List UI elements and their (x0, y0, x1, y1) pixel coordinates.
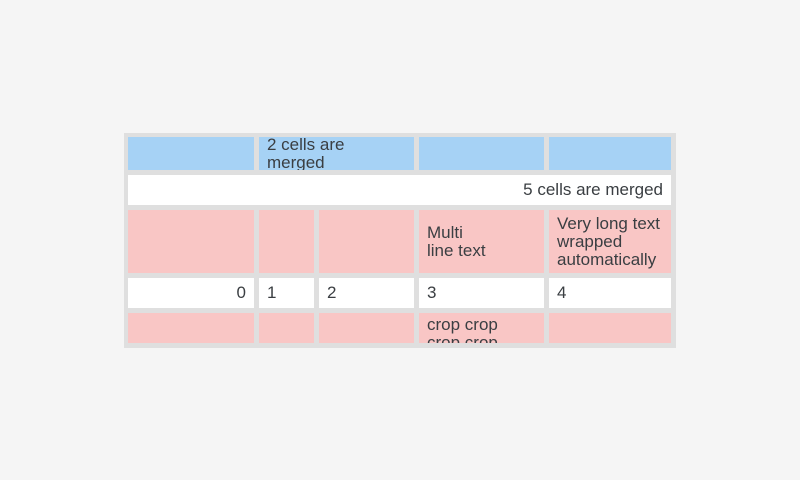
table-cell-r5c2[interactable] (259, 313, 314, 343)
table-cell-r1c1[interactable] (128, 137, 254, 170)
table-cell-r4c1[interactable]: 0 (128, 278, 254, 308)
table-cell-r1c5[interactable] (549, 137, 671, 170)
wrapped-label: Very long text wrapped automatically (557, 213, 661, 269)
table-cell-r3c2[interactable] (259, 210, 314, 273)
crop-label: crop crop crop crop (427, 315, 498, 344)
table-cell-r3c5[interactable]: Very long text wrapped automatically (549, 210, 671, 273)
number-1: 1 (267, 283, 277, 302)
table-cell-r5c3[interactable] (319, 313, 414, 343)
table-cell-r5c1[interactable] (128, 313, 254, 343)
merged-2-label: 2 cells are merged (267, 137, 345, 170)
table-cell-r4c2[interactable]: 1 (259, 278, 314, 308)
number-4: 4 (557, 283, 567, 302)
table-cell-r4c3[interactable]: 2 (319, 278, 414, 308)
table-cell-r2-merged5[interactable]: 5 cells are merged (128, 175, 671, 205)
table-cell-r1c4[interactable] (419, 137, 544, 170)
number-3: 3 (427, 283, 437, 302)
merged-5-label: 5 cells are merged (523, 180, 663, 199)
table-widget[interactable]: 2 cells are merged 5 cells are merged Mu… (124, 133, 676, 348)
table-cell-r1-merged2[interactable]: 2 cells are merged (259, 137, 414, 170)
table-cell-r5c5[interactable] (549, 313, 671, 343)
table-cell-r5c4[interactable]: crop crop crop crop (419, 313, 544, 343)
number-0: 0 (236, 283, 246, 302)
table-cell-r3c1[interactable] (128, 210, 254, 273)
multiline-label: Multi line text (427, 222, 486, 260)
number-2: 2 (327, 283, 337, 302)
table-cell-r3c4[interactable]: Multi line text (419, 210, 544, 273)
table-cell-r4c5[interactable]: 4 (549, 278, 671, 308)
table-cell-r3c3[interactable] (319, 210, 414, 273)
table-cell-r4c4[interactable]: 3 (419, 278, 544, 308)
